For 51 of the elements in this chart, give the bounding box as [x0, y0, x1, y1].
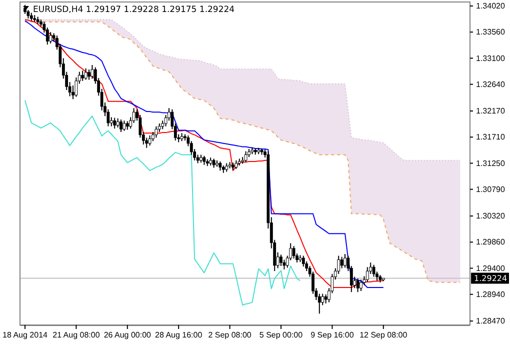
- y-tick-label: 1.28470: [476, 316, 506, 326]
- chart-title: EURUSD,H4 1.29197 1.29228 1.29175 1.29224: [33, 5, 235, 15]
- y-tick-label: 1.32170: [476, 106, 506, 116]
- line-series: [24, 100, 301, 306]
- candlestick: [360, 279, 362, 292]
- x-tick-label: 5 Sep 00:00: [259, 330, 304, 340]
- ref-line-label: 1.29224: [474, 274, 508, 284]
- candlestick: [324, 294, 328, 304]
- candlestick: [212, 158, 216, 168]
- x-tick-label: 28 Aug 16:00: [155, 330, 203, 340]
- y-tick-label: 1.33100: [476, 54, 506, 63]
- candlestick: [81, 70, 84, 82]
- y-tick-label: 1.28940: [476, 290, 506, 299]
- x-tick-label: 21 Aug 08:00: [52, 330, 100, 340]
- candlestick: [292, 246, 296, 260]
- y-tick-label: 1.29400: [476, 264, 506, 273]
- x-tick-label: 18 Aug 2014: [2, 330, 48, 340]
- candlestick: [321, 293, 324, 306]
- candlestick: [302, 255, 305, 268]
- candlestick: [244, 150, 248, 163]
- candlestick: [72, 84, 74, 100]
- y-tick-label: 1.34020: [476, 2, 506, 11]
- candlestick: [84, 68, 88, 80]
- y-tick-label: 1.30320: [476, 212, 506, 221]
- y-tick-label: 1.33560: [476, 28, 506, 37]
- y-tick-label: 1.32640: [476, 80, 506, 89]
- candlestick: [340, 256, 344, 269]
- y-tick-label: 1.29860: [476, 238, 506, 247]
- candlestick: [49, 32, 52, 44]
- y-tick-label: 1.30790: [476, 184, 506, 194]
- candlestick: [113, 117, 116, 130]
- candlestick: [154, 126, 158, 138]
- y-tick-label: 1.31250: [476, 158, 506, 168]
- y-tick-label: 1.31710: [476, 132, 506, 142]
- candlestick: [120, 119, 122, 132]
- candlestick: [218, 161, 222, 172]
- candlestick: [366, 266, 369, 282]
- candlestick: [344, 254, 346, 268]
- candlestick: [372, 264, 376, 278]
- candlestick: [116, 118, 120, 128]
- candlestick: [280, 254, 282, 266]
- candlestick: [356, 278, 360, 293]
- candlestick: [148, 134, 152, 146]
- candlestick: [122, 120, 126, 132]
- candlestick: [88, 69, 90, 80]
- x-tick-label: 2 Sep 08:00: [208, 330, 252, 340]
- candlestick: [90, 64, 94, 80]
- x-tick-label: 12 Sep 08:00: [360, 330, 408, 340]
- candlestick: [202, 155, 206, 166]
- x-tick-label: 26 Aug 00:00: [104, 330, 152, 340]
- x-tick-label: 9 Sep 16:00: [310, 330, 354, 340]
